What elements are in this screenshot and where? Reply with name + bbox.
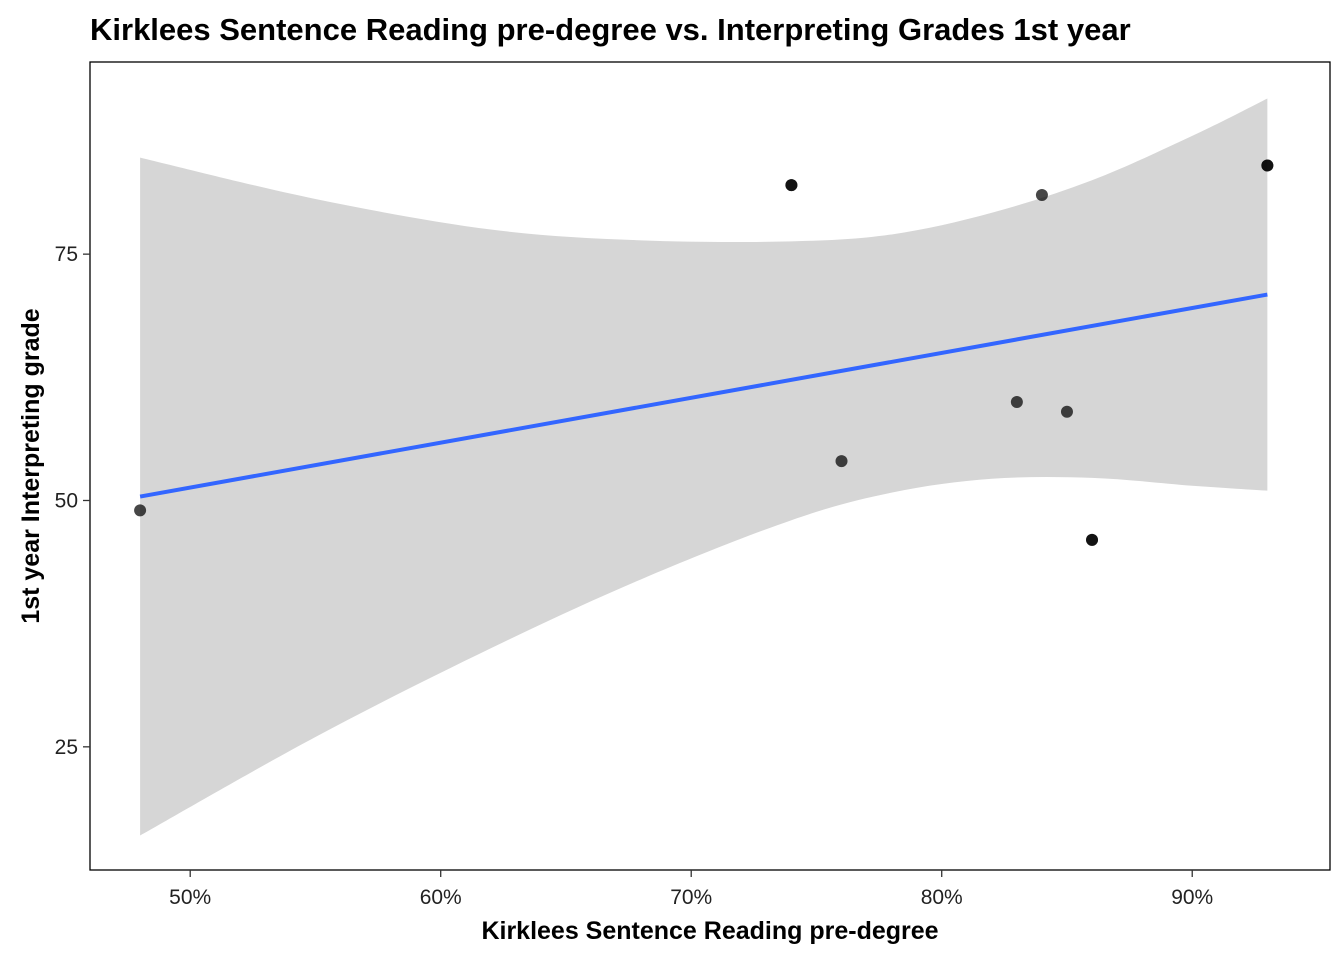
x-tick-label: 80%: [921, 886, 963, 909]
y-axis: 25 50 75: [55, 243, 90, 759]
plot-area: [134, 98, 1274, 836]
y-tick-label: 50: [55, 489, 78, 512]
data-point: [1086, 533, 1099, 546]
x-tick-label: 50%: [169, 886, 211, 909]
data-point: [785, 179, 798, 192]
x-axis-title: Kirklees Sentence Reading pre-degree: [481, 917, 938, 945]
data-point: [1261, 159, 1274, 172]
x-tick-label: 70%: [670, 886, 712, 909]
y-tick-label: 25: [55, 736, 78, 759]
x-axis: 50% 60% 70% 80% 90%: [169, 870, 1213, 909]
confidence-band: [140, 98, 1268, 836]
chart-title: Kirklees Sentence Reading pre-degree vs.…: [90, 12, 1131, 47]
data-point: [1035, 189, 1048, 202]
x-tick-label: 90%: [1171, 886, 1213, 909]
data-point: [835, 455, 848, 468]
data-point: [1010, 395, 1023, 408]
x-tick-label: 60%: [420, 886, 462, 909]
regression-line: [139, 292, 1268, 499]
plot-border: [89, 61, 1331, 871]
data-point: [134, 504, 147, 517]
y-axis-title: 1st year Interpreting grade: [17, 308, 45, 623]
data-point: [1060, 405, 1073, 418]
y-tick-label: 75: [55, 243, 78, 266]
